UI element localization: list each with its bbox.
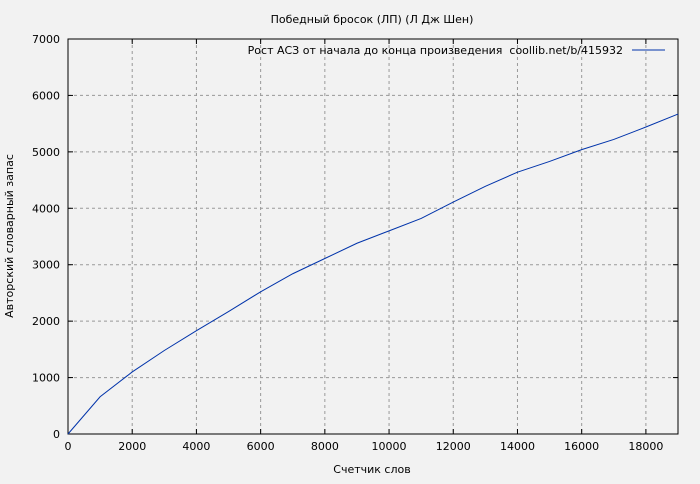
x-tick-label: 18000 [628, 440, 663, 453]
y-tick-label: 6000 [32, 89, 60, 102]
x-tick-label: 12000 [436, 440, 471, 453]
y-tick-label: 7000 [32, 33, 60, 46]
y-tick-label: 5000 [32, 146, 60, 159]
x-tick-label: 16000 [564, 440, 599, 453]
x-tick-label: 4000 [182, 440, 210, 453]
x-tick-label: 0 [65, 440, 72, 453]
grid [68, 39, 678, 434]
y-tick-label: 4000 [32, 202, 60, 215]
y-tick-label: 1000 [32, 372, 60, 385]
x-tick-label: 6000 [247, 440, 275, 453]
plot-frame [67, 38, 679, 435]
x-tick-label: 2000 [118, 440, 146, 453]
chart-title: Победный бросок (ЛП) (Л Дж Шен) [271, 13, 474, 26]
x-tick-label: 8000 [311, 440, 339, 453]
x-axis-label: Счетчик слов [333, 463, 410, 476]
x-tick-label: 14000 [500, 440, 535, 453]
x-tick-label: 10000 [372, 440, 407, 453]
y-tick-label: 0 [53, 428, 60, 441]
y-tick-label: 3000 [32, 259, 60, 272]
y-tick-label: 2000 [32, 315, 60, 328]
legend-label: Рост АСЗ от начала до конца произведения… [248, 44, 623, 57]
ticks: 0 2000 4000 6000 8000 10000 12000 14000 16000 180… [32, 33, 678, 453]
series-line [67, 113, 679, 435]
y-axis-label: Авторский словарный запас [3, 154, 16, 318]
